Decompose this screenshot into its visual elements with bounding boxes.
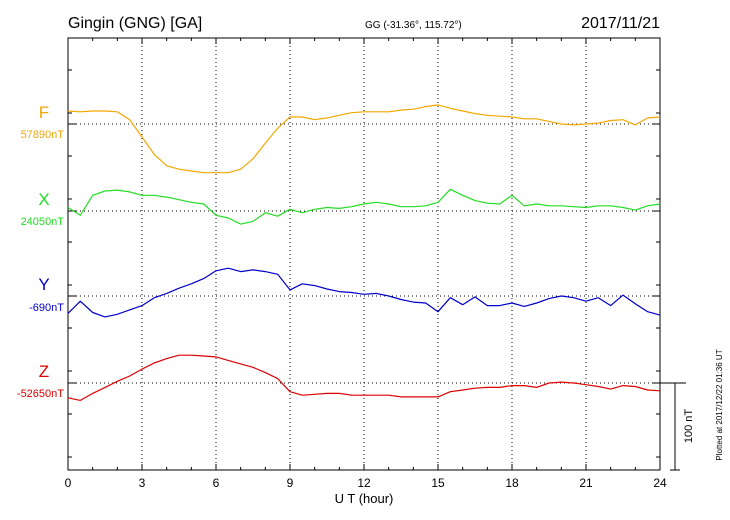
series-line-f [67,104,661,174]
series-line-x [67,188,661,225]
baseline-label-z: -52650nT [17,388,64,400]
chart-date: 2017/11/21 [581,15,660,32]
x-tick-label: 0 [65,476,72,490]
x-tick-label: 21 [579,476,593,490]
component-label-z: Z [39,362,49,381]
station-coordinates: GG (-31.36°, 115.72°) [365,20,462,31]
component-label-y: Y [38,275,49,294]
x-tick-labels: 0 3 6 9 12 15 18 21 24 [65,476,667,490]
baseline-label-x: 24050nT [21,216,65,228]
baseline-label-f: 57890nT [21,129,65,141]
series-line-y [67,267,661,318]
plotted-at-note: Plotted at 2017/12/22 01:36 UT [715,349,724,460]
component-label-x: X [38,190,49,209]
baseline-ticks [68,123,660,384]
scale-bar: 100 nT [660,382,695,471]
station-title: Gingin (GNG) [GA] [68,15,202,32]
x-tick-label: 18 [505,476,519,490]
x-tick-label: 3 [139,476,146,490]
component-labels: F 57890nT X 24050nT Y -690nT Z -52650nT [17,103,64,400]
x-tick-label: 24 [653,476,667,490]
component-label-f: F [39,103,49,122]
x-tick-label: 12 [357,476,371,490]
baseline-label-y: -690nT [29,302,64,314]
scale-bar-label: 100 nT [683,409,695,444]
x-tick-label: 9 [287,476,294,490]
x-tick-label: 15 [431,476,445,490]
series-line-z [67,354,661,401]
grid-lines [67,38,661,470]
x-axis-label: U T (hour) [335,491,394,506]
series-lines [67,104,661,401]
x-tick-label: 6 [213,476,220,490]
